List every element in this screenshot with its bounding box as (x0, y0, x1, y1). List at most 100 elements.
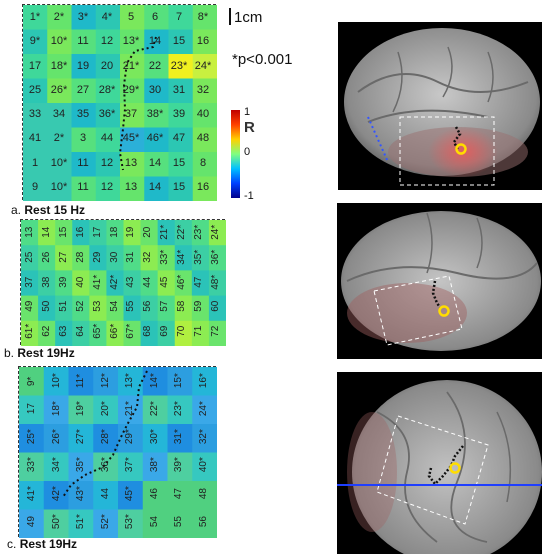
grid-a-electrode: 6 (151, 11, 159, 24)
grid-b-electrode: 34* (176, 249, 188, 265)
heat-a-cell (192, 29, 217, 55)
grid-a-electrode: 10* (50, 35, 68, 48)
grid-a-electrode: 48 (196, 132, 210, 145)
grid-b-electrode: 38 (40, 276, 52, 288)
heat-a-cell (168, 54, 194, 79)
grid-b-electrode: 63 (57, 326, 69, 338)
heat-b-cell (89, 320, 107, 346)
heat-c-cell (167, 452, 193, 482)
grid-a-electrode: 13 (124, 180, 138, 193)
grid-a-electrode: 19 (76, 59, 90, 72)
grid-a-electrode: 47 (172, 132, 186, 145)
grid-a-electrode: 3 (79, 132, 87, 145)
heat-c-cell (43, 395, 69, 425)
grid-a-electrode: 26* (50, 83, 68, 96)
brain-image-c (337, 372, 542, 554)
heat-b-cell (174, 220, 193, 246)
grid-a-electrode: 27 (76, 83, 90, 96)
heat-a-cell (47, 103, 72, 128)
heat-a-cell (95, 176, 121, 201)
heat-c-cell (192, 367, 217, 396)
heat-c-cell (167, 481, 193, 510)
panel-letter-a: a. (11, 203, 22, 217)
heat-c-cell (68, 481, 94, 510)
heat-b-cell (157, 270, 176, 297)
heat-b-cell (55, 295, 73, 322)
heat-c-cell (19, 424, 45, 453)
heat-c-cell (167, 395, 193, 425)
heat-b-cell (157, 245, 176, 271)
grid-a-electrode: 37 (124, 108, 138, 121)
heat-a-cell (168, 29, 194, 55)
grid-a-electrode: 36* (98, 108, 116, 121)
grid-a-electrode: 46* (146, 132, 164, 145)
grid-b-electrode: 16 (74, 226, 86, 238)
grid-b-electrode: 33* (159, 249, 171, 265)
grid-a-electrode: 11 (77, 35, 89, 48)
grid-a-electrode: 14 (148, 35, 162, 48)
grid-b-electrode: 29 (91, 251, 103, 263)
heat-c-cell (19, 481, 45, 510)
grid-a-electrode: 11 (77, 156, 89, 169)
scale-bar-label: 1cm (234, 9, 263, 26)
heat-c-cell (68, 424, 94, 453)
grid-a-electrode: 13* (122, 35, 140, 48)
grid-b-electrode: 17 (91, 226, 103, 238)
grid-b-electrode: 72 (210, 326, 222, 338)
grid-a-electrode: 15 (172, 35, 186, 48)
heat-c-cell (167, 424, 193, 453)
heat-a-cell (144, 152, 169, 177)
electrode-grid-a: 1* 2* 3* 4* 5 6 7 8* 9* 10* 11 12 13* 14 15 16 17 18* 19 20… (23, 5, 215, 199)
heat-b-cell (174, 295, 193, 322)
heat-b-cell (140, 245, 159, 271)
grid-b-electrode: 51 (57, 301, 69, 313)
grid-a-electrode: 13 (124, 156, 138, 169)
brain-image-a (338, 22, 542, 190)
electrode-grid-b: 13 14 15 16 17 18 19 20 21* 22* 23* 24* 25 26 27 28 29 30… (21, 220, 224, 344)
heat-b-cell (21, 320, 39, 346)
grid-a-electrode: 28* (98, 83, 116, 96)
heat-b-cell (38, 220, 56, 246)
heat-a-cell (192, 103, 217, 128)
heat-b-cell (106, 270, 124, 297)
grid-a-electrode: 30 (148, 83, 162, 96)
heat-b-cell (123, 270, 142, 297)
heat-c-cell (19, 395, 45, 425)
grid-b-electrode: 31 (125, 251, 137, 263)
grid-b-electrode: 43 (125, 276, 137, 288)
heatmap-b (21, 220, 226, 346)
heat-a-cell (192, 127, 217, 153)
grid-b-electrode: 32 (142, 251, 154, 263)
heat-b-cell (72, 220, 90, 246)
grid-a-electrode: 41 (28, 132, 42, 145)
heat-b-cell (140, 220, 159, 246)
heat-c-cell (192, 395, 217, 425)
heat-c-cell (43, 509, 69, 538)
grid-b-electrode: 30 (108, 251, 120, 263)
panel-title-b: Rest 19Hz (17, 346, 75, 360)
heat-a-cell (120, 54, 145, 79)
grid-a-electrode: 8 (199, 156, 207, 169)
grid-b-electrode: 58 (176, 301, 188, 313)
heat-a-cell (71, 176, 97, 201)
heat-a-cell (47, 127, 72, 153)
grid-a-electrode: 12 (100, 180, 114, 193)
heat-a-cell (120, 152, 145, 177)
heat-b-cell (208, 270, 226, 297)
heat-b-cell (72, 245, 90, 271)
heat-c-cell (142, 509, 168, 538)
grid-b-electrode: 64 (74, 326, 86, 338)
grid-b-electrode: 68 (142, 326, 154, 338)
heat-b-cell (55, 220, 73, 246)
heat-a-cell (168, 78, 194, 104)
heat-b-cell (38, 320, 56, 346)
heat-a-cell (95, 29, 121, 55)
heat-a-cell (120, 29, 145, 55)
colorbar-title: R (244, 119, 255, 136)
heat-a-cell (47, 54, 72, 79)
heat-a-cell (120, 127, 145, 153)
heat-b-cell (72, 320, 90, 346)
grid-a-electrode: 38* (146, 108, 164, 121)
heat-b-cell (123, 220, 142, 246)
heat-c-cell (43, 424, 69, 453)
